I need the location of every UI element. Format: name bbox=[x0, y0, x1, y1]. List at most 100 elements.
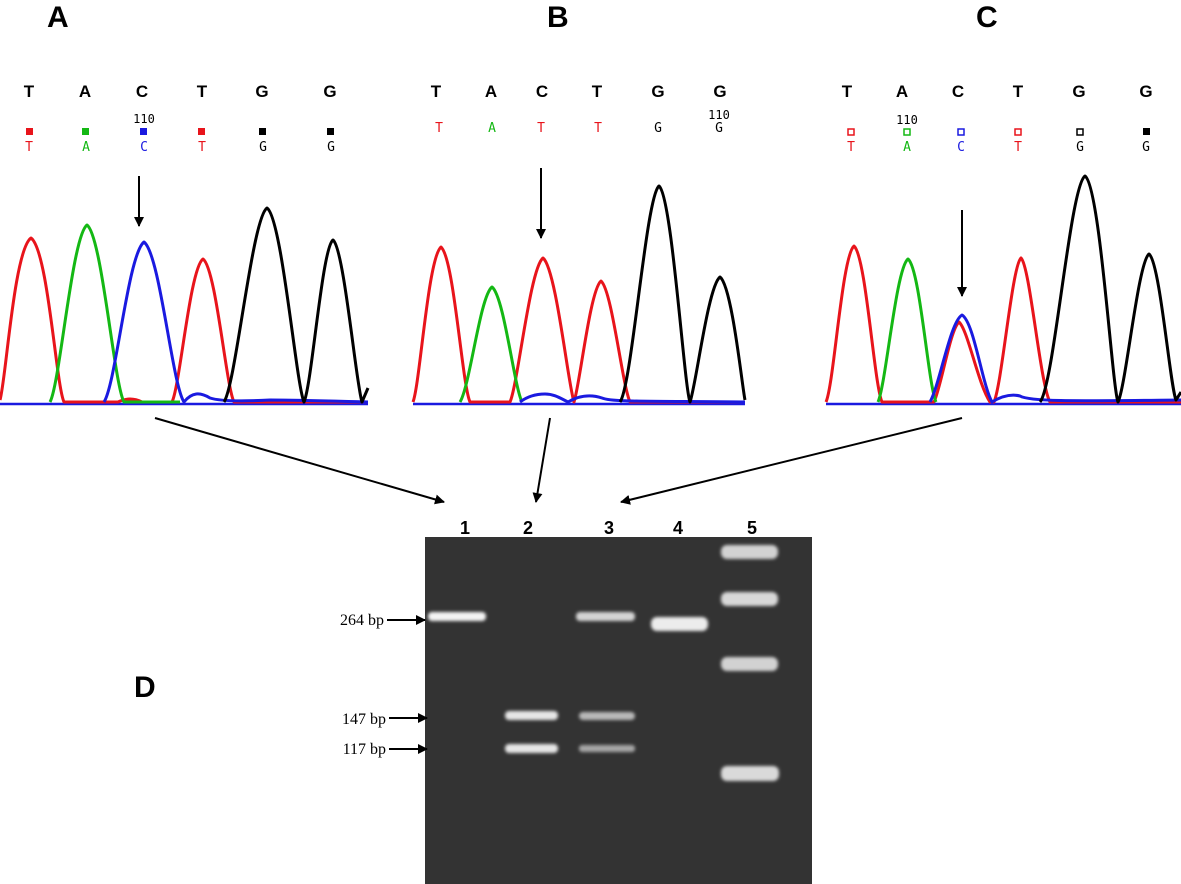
gel-band bbox=[505, 711, 558, 720]
panel-c-quality-square bbox=[1076, 128, 1084, 136]
connector-arrow-a-to-lane-1 bbox=[154, 417, 445, 505]
gel-lane-label-1: 1 bbox=[460, 518, 470, 538]
panel-c-header-base-3: C bbox=[952, 82, 964, 101]
panel-b-call-2: A bbox=[488, 121, 496, 136]
gel-band bbox=[576, 612, 635, 621]
panel-a-call-6: G bbox=[327, 140, 335, 155]
panel-a-call-2: A bbox=[82, 140, 90, 155]
gel-size-markers: 264 bp 147 bp 117 bp bbox=[340, 612, 428, 758]
panel-a-header-base-6: G bbox=[323, 82, 336, 101]
panel-b-header-base-3: C bbox=[536, 82, 548, 101]
panel-a-quality-square bbox=[198, 128, 205, 135]
panel-c-trace-t bbox=[824, 244, 1181, 404]
panel-b: B T A C T G G 110 T A T T G G bbox=[411, 1, 747, 406]
panel-a-letter: A bbox=[47, 1, 69, 34]
panel-c-trace-g bbox=[1038, 174, 1181, 404]
panel-a-header-base-1: T bbox=[24, 82, 35, 101]
panel-c-header-base-6: G bbox=[1139, 82, 1152, 101]
panel-a-quality-square bbox=[82, 128, 89, 135]
panel-b-chromatogram bbox=[411, 184, 747, 406]
panel-b-trace-c bbox=[519, 392, 746, 404]
panel-c-quality-square bbox=[903, 128, 911, 136]
gel-band bbox=[721, 766, 779, 781]
gel-lane-label-3: 3 bbox=[604, 518, 614, 538]
panel-b-call-6: G bbox=[715, 121, 723, 136]
panel-c-position-label: 110 bbox=[896, 113, 918, 127]
panel-b-header-base-4: T bbox=[592, 82, 603, 101]
panel-c-trace-a bbox=[876, 257, 938, 403]
panel-b-call-5: G bbox=[654, 121, 662, 136]
gel-lane-label-5: 5 bbox=[747, 518, 757, 538]
panel-b-call-4: T bbox=[594, 121, 602, 136]
panel-a-quality-squares bbox=[26, 128, 334, 135]
panel-c-header-base-2: A bbox=[896, 82, 908, 101]
gel-band bbox=[721, 545, 778, 559]
gel-band bbox=[505, 744, 558, 753]
panel-a-header-base-2: A bbox=[79, 82, 91, 101]
panel-c-call-6: G bbox=[1142, 140, 1150, 155]
gel-image bbox=[425, 537, 812, 884]
panel-a-quality-square bbox=[327, 128, 334, 135]
panel-a-quality-square bbox=[140, 128, 147, 135]
gel-band bbox=[721, 592, 778, 606]
panel-a-call-1: T bbox=[25, 140, 33, 155]
gel-band bbox=[651, 617, 708, 631]
panel-b-call-1: T bbox=[435, 121, 443, 136]
panel-a-call-4: T bbox=[198, 140, 206, 155]
panel-c-chromatogram bbox=[824, 174, 1181, 406]
panel-c: C T A C T G G 110 T A C T G G bbox=[824, 1, 1181, 406]
gel-band bbox=[579, 712, 635, 720]
panel-a-header-base-3: C bbox=[136, 82, 148, 101]
panel-a-header-base-4: T bbox=[197, 82, 208, 101]
panel-a: A T A C T G G 110 T A C T G G bbox=[0, 1, 370, 406]
panel-b-header-base-6: G bbox=[713, 82, 726, 101]
panel-b-header-base-1: T bbox=[431, 82, 442, 101]
panel-a-chromatogram bbox=[0, 206, 370, 406]
panel-b-base-calls: T A T T G G bbox=[435, 121, 723, 136]
panel-b-call-3: T bbox=[537, 121, 545, 136]
panel-c-quality-square bbox=[847, 128, 855, 136]
panel-d-letter: D bbox=[134, 671, 156, 704]
panel-b-header: T A C T G G bbox=[431, 82, 727, 101]
panel-c-letter: C bbox=[976, 1, 998, 34]
gel-band bbox=[579, 745, 635, 752]
panel-c-quality-square bbox=[957, 128, 965, 136]
connector-arrows bbox=[154, 417, 963, 505]
gel-bands bbox=[428, 545, 779, 781]
connector-arrow-c-to-lane-3 bbox=[620, 417, 963, 505]
panel-c-call-1: T bbox=[847, 140, 855, 155]
gel-lane-label-2: 2 bbox=[523, 518, 533, 538]
panel-b-trace-g bbox=[618, 184, 747, 404]
panel-c-header-base-5: G bbox=[1072, 82, 1085, 101]
panel-b-position-label: 110 bbox=[708, 108, 730, 122]
gel-lane-labels: 1 2 3 4 5 bbox=[460, 518, 757, 538]
panel-b-trace-a bbox=[458, 285, 524, 403]
panel-a-quality-square bbox=[259, 128, 266, 135]
panel-a-trace-t bbox=[0, 236, 368, 404]
panel-a-call-5: G bbox=[259, 140, 267, 155]
panel-a-trace-g bbox=[222, 206, 370, 404]
panel-c-quality-square bbox=[1014, 128, 1022, 136]
panel-c-quality-square bbox=[1143, 128, 1150, 135]
panel-c-call-3: C bbox=[957, 140, 965, 155]
gel-band bbox=[428, 612, 486, 621]
panel-c-trace-c bbox=[928, 313, 1181, 404]
panel-c-call-5: G bbox=[1076, 140, 1084, 155]
panel-a-header-base-5: G bbox=[255, 82, 268, 101]
panel-d: D 1 2 3 4 5 264 bp 147 bp 117 b bbox=[134, 518, 812, 884]
panel-a-position-label: 110 bbox=[133, 112, 155, 126]
panel-a-header: T A C T G G bbox=[24, 82, 337, 101]
panel-c-quality-squares bbox=[847, 128, 1150, 136]
gel-band bbox=[721, 657, 778, 671]
panel-b-trace-t bbox=[411, 245, 745, 404]
panel-b-header-base-2: A bbox=[485, 82, 497, 101]
panel-a-quality-square bbox=[26, 128, 33, 135]
panel-a-call-3: C bbox=[140, 140, 148, 155]
panel-c-header-base-1: T bbox=[842, 82, 853, 101]
panel-c-call-2: A bbox=[903, 140, 911, 155]
panel-c-header: T A C T G G bbox=[842, 82, 1153, 101]
size-marker-147-label: 147 bp bbox=[342, 711, 386, 728]
panel-c-call-4: T bbox=[1014, 140, 1022, 155]
panel-c-base-calls: T A C T G G bbox=[847, 140, 1150, 155]
